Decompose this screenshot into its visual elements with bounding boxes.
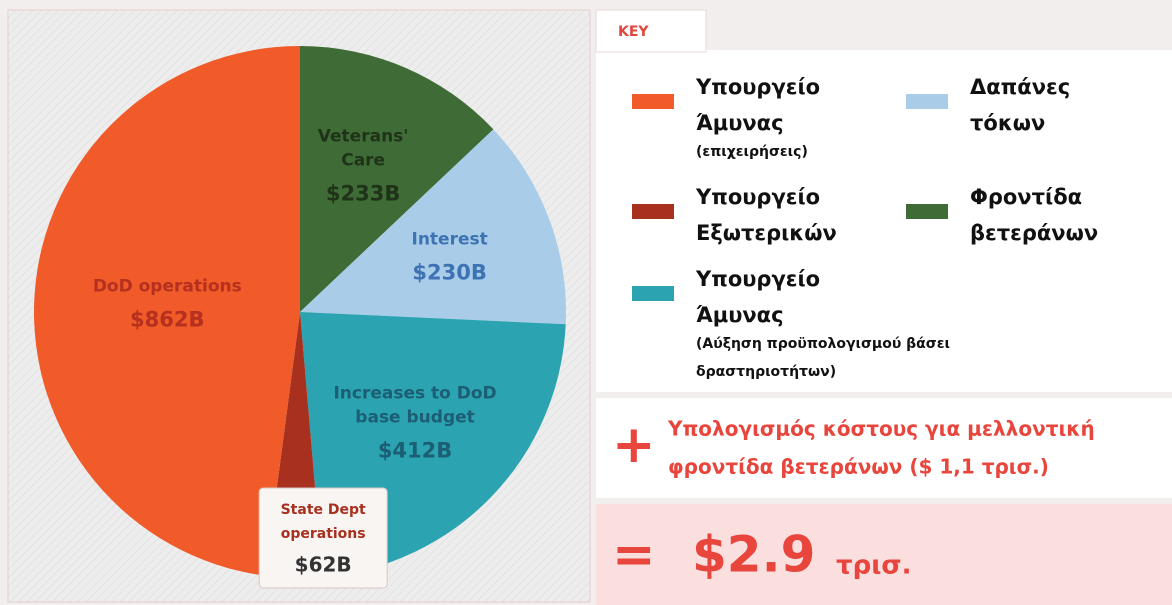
- addition-text: Υπολογισμός κόστους για μελλοντική: [667, 417, 1095, 441]
- total-unit: τρισ.: [836, 551, 911, 581]
- addition-text: φροντίδα βετεράνων ($ 1,1 τρισ.): [668, 455, 1049, 479]
- slice-label: base budget: [355, 408, 474, 428]
- slice-value-label: $230B: [412, 260, 486, 284]
- key-title: KEY: [618, 24, 649, 40]
- legend-label: Εξωτερικών: [696, 221, 837, 245]
- legend-swatch: [632, 204, 674, 219]
- legend-panel: [596, 50, 1172, 392]
- legend-swatch: [632, 94, 674, 109]
- slice-label: State Dept: [281, 502, 366, 518]
- callout-box: [258, 487, 388, 589]
- legend-swatch: [906, 94, 948, 109]
- addition-panel: [596, 398, 1172, 498]
- slice-label: Increases to DoD: [333, 384, 496, 404]
- legend-note: (Αύξηση προϋπολογισμού βάσει: [696, 336, 950, 352]
- slice-label: DoD operations: [93, 276, 242, 296]
- pie-slice: [33, 46, 301, 576]
- plus-sign: +: [612, 415, 656, 475]
- slice-value-label: $233B: [326, 181, 400, 205]
- legend-label: βετεράνων: [970, 221, 1098, 245]
- legend-label: Άμυνας: [696, 303, 784, 327]
- total-amount: $2.9: [692, 526, 815, 584]
- legend-label: Υπουργείο: [695, 185, 820, 209]
- legend-label: Υπουργείο: [695, 267, 820, 291]
- slice-value-label: $62B: [295, 553, 352, 577]
- slice-label: Interest: [412, 229, 488, 249]
- legend-label: Δαπάνες: [970, 75, 1070, 99]
- legend-swatch: [632, 286, 674, 301]
- legend-note: (επιχειρήσεις): [696, 144, 808, 160]
- equals-sign: =: [612, 525, 656, 585]
- legend-swatch: [906, 204, 948, 219]
- pie-slice: [300, 129, 566, 325]
- pie-slice: [300, 46, 494, 312]
- key-tab: [595, 9, 707, 53]
- legend-label: Υπουργείο: [695, 75, 820, 99]
- slice-label: operations: [281, 526, 366, 542]
- legend-label: Άμυνας: [696, 111, 784, 135]
- slice-label: Care: [341, 150, 385, 170]
- slice-value-label: $412B: [378, 439, 452, 463]
- total-panel: [596, 504, 1172, 605]
- slice-label: Veterans': [318, 126, 409, 146]
- legend-label: τόκων: [970, 111, 1045, 135]
- legend-note: δραστηριοτήτων): [696, 364, 836, 380]
- slice-value-label: $862B: [130, 307, 204, 331]
- legend-label: Φροντίδα: [970, 185, 1082, 209]
